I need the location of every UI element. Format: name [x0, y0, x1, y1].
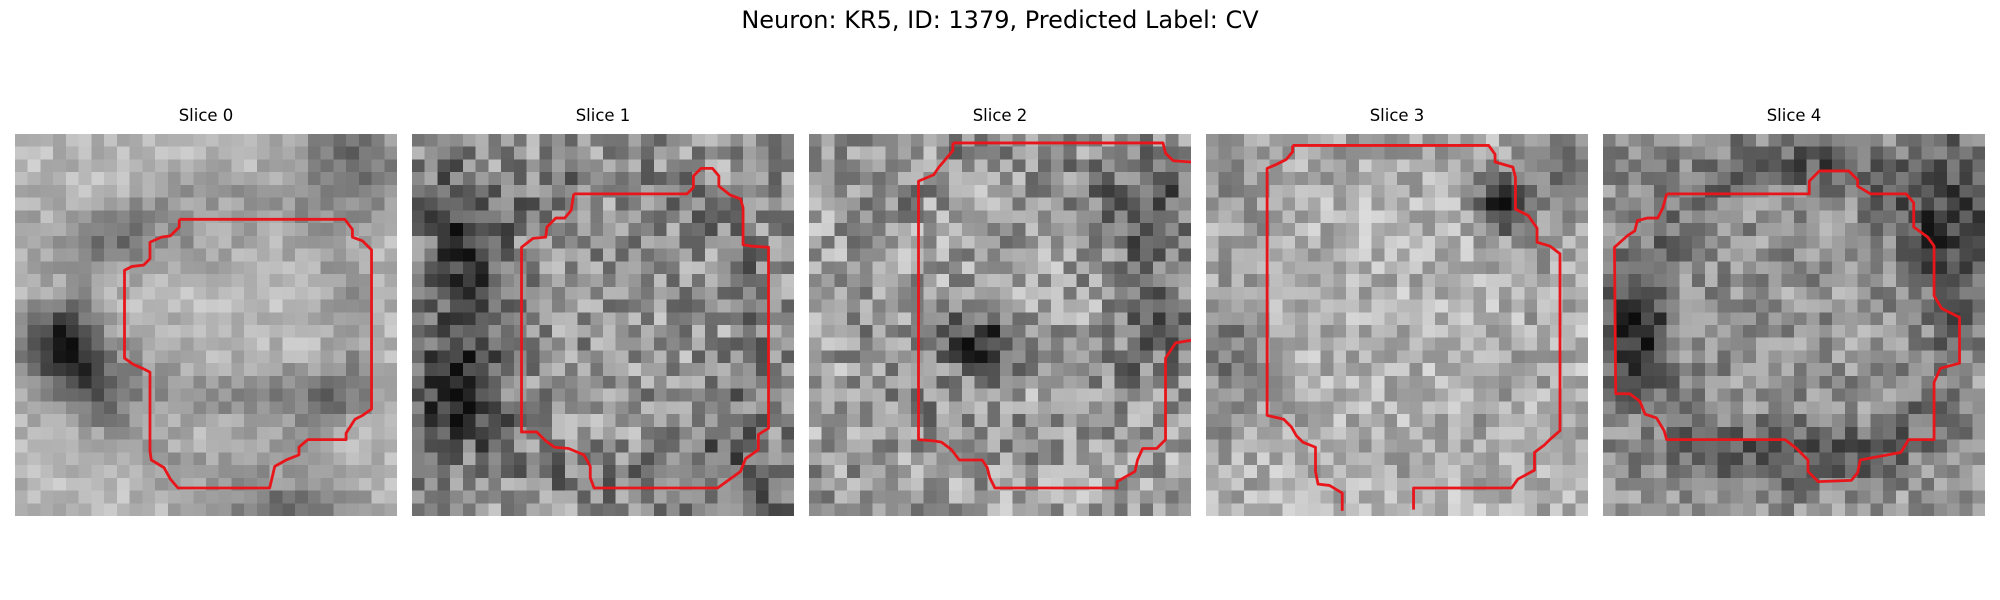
slice-image-3	[1206, 134, 1588, 516]
contour-line-slice-1	[520, 166, 770, 490]
slice-image-1	[412, 134, 794, 516]
slice-title-4: Slice 4	[1766, 106, 1822, 125]
slice-title-0: Slice 0	[178, 106, 234, 125]
slice-panel-3: Slice 3	[1206, 106, 1588, 522]
slice-image-2	[809, 134, 1191, 516]
contour-line-slice-2-part-1	[917, 142, 1191, 490]
figure-title: Neuron: KR5, ID: 1379, Predicted Label: …	[741, 6, 1259, 34]
slice-title-1: Slice 1	[575, 106, 631, 125]
slice-panel-2: Slice 2	[809, 106, 1191, 522]
slice-panel-1: Slice 1	[412, 106, 794, 522]
slice-panel-0: Slice 0	[15, 106, 397, 522]
slice-title-2: Slice 2	[972, 106, 1028, 125]
contour-line-slice-0	[123, 217, 373, 490]
slice-title-3: Slice 3	[1369, 106, 1425, 125]
slice-image-4	[1603, 134, 1985, 516]
contour-line-slice-3-part-1	[1265, 145, 1344, 511]
slice-panel-4: Slice 4	[1603, 106, 1985, 522]
contour-line-slice-3-part-0	[1292, 144, 1562, 510]
slice-image-0	[15, 134, 397, 516]
contour-line-slice-4	[1613, 169, 1961, 484]
contour-line-slice-2-part-0	[952, 141, 1191, 164]
